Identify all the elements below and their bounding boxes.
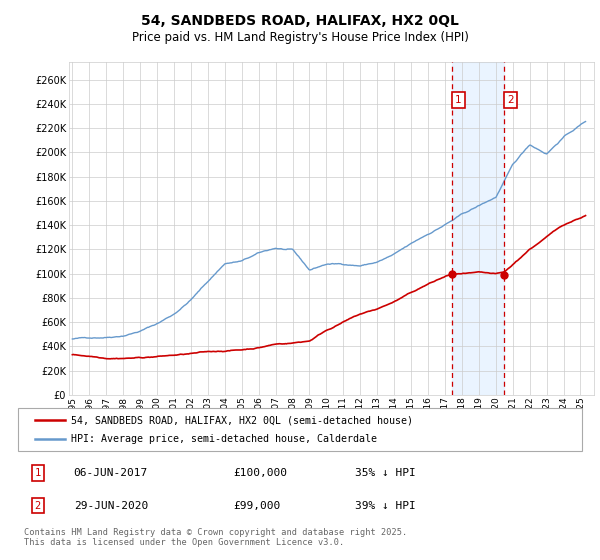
Text: 35% ↓ HPI: 35% ↓ HPI (355, 468, 416, 478)
Text: 1: 1 (35, 468, 41, 478)
Text: £100,000: £100,000 (234, 468, 288, 478)
Text: £99,000: £99,000 (234, 501, 281, 511)
Text: 2: 2 (35, 501, 41, 511)
Bar (452, 62, 504, 395)
Text: Contains HM Land Registry data © Crown copyright and database right 2025.
This d: Contains HM Land Registry data © Crown c… (24, 528, 407, 547)
Text: Price paid vs. HM Land Registry's House Price Index (HPI): Price paid vs. HM Land Registry's House … (131, 31, 469, 44)
Text: 29-JUN-2020: 29-JUN-2020 (74, 501, 148, 511)
Text: 39% ↓ HPI: 39% ↓ HPI (355, 501, 416, 511)
Text: 06-JUN-2017: 06-JUN-2017 (74, 468, 148, 478)
FancyBboxPatch shape (19, 408, 581, 451)
Text: 1: 1 (455, 95, 461, 105)
Text: 54, SANDBEDS ROAD, HALIFAX, HX2 0QL (semi-detached house): 54, SANDBEDS ROAD, HALIFAX, HX2 0QL (sem… (71, 415, 413, 425)
Text: HPI: Average price, semi-detached house, Calderdale: HPI: Average price, semi-detached house,… (71, 435, 377, 445)
Text: 2: 2 (507, 95, 514, 105)
Text: 54, SANDBEDS ROAD, HALIFAX, HX2 0QL: 54, SANDBEDS ROAD, HALIFAX, HX2 0QL (141, 14, 459, 28)
